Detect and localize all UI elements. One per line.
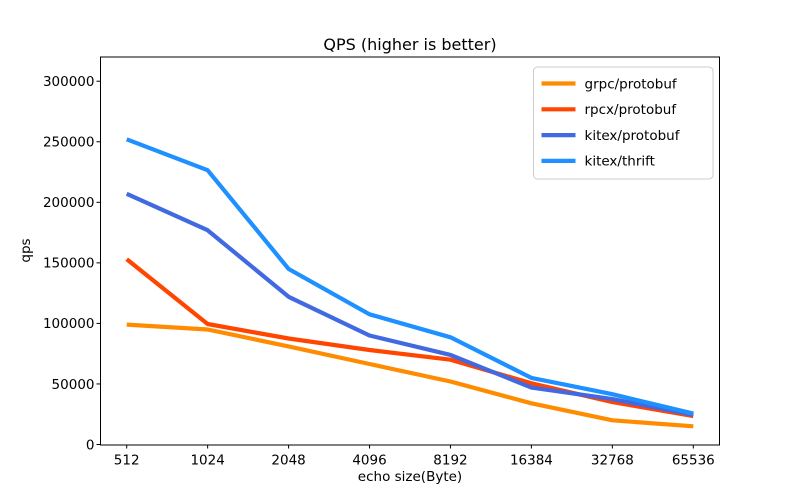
y-tick-label: 50000 — [52, 377, 95, 393]
x-tick-label: 32768 — [591, 453, 634, 469]
y-tick-label: 0 — [86, 437, 95, 453]
x-tick-label: 16384 — [510, 453, 553, 469]
legend-label-grpc-protobuf: grpc/protobuf — [585, 76, 678, 92]
x-tick-label: 512 — [114, 453, 140, 469]
axis-ticks: 512 1024 2048 4096 8192 16384 32768 65536 0 50000… — [43, 74, 715, 468]
y-tick-label: 200000 — [43, 195, 95, 211]
y-tick-label: 100000 — [43, 316, 95, 332]
plot-frame — [100, 56, 720, 446]
x-tick-label: 2048 — [271, 453, 305, 469]
x-tick-label: 4096 — [352, 453, 386, 469]
legend-box — [533, 66, 714, 180]
legend-label-kitex-protobuf: kitex/protobuf — [585, 128, 681, 144]
y-axis-label: qps — [18, 238, 34, 262]
chart-title: QPS (higher is better) — [323, 35, 496, 54]
series-line-kitex-protobuf — [125, 191, 694, 417]
y-tick-label: 150000 — [43, 256, 95, 272]
x-tick-label: 8192 — [433, 453, 467, 469]
x-axis-label: echo size(Byte) — [358, 469, 462, 485]
x-tick-label: 1024 — [190, 453, 224, 469]
series-line-kitex-thrift — [125, 137, 694, 416]
series-lines — [125, 137, 694, 429]
legend-label-rpcx-protobuf: rpcx/protobuf — [585, 102, 678, 118]
x-tick-label: 65536 — [672, 453, 715, 469]
y-tick-label: 300000 — [43, 74, 95, 90]
chart-legend: grpc/protobuf rpcx/protobuf kitex/protobuf… — [533, 66, 714, 180]
series-line-grpc-protobuf — [126, 322, 694, 429]
y-tick-label: 250000 — [43, 135, 95, 151]
legend-label-kitex-thrift: kitex/thrift — [585, 154, 655, 170]
